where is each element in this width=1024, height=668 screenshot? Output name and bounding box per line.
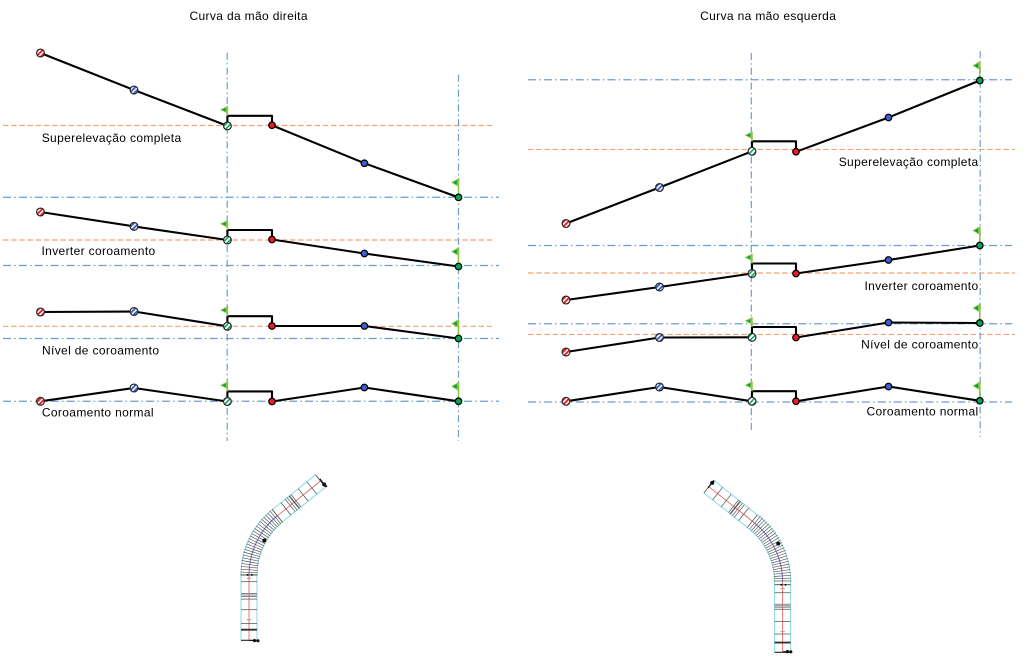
svg-text:Curva da mão direita: Curva da mão direita	[190, 9, 308, 23]
svg-text:Coroamento normal: Coroamento normal	[867, 405, 979, 419]
svg-text:Nível de coroamento: Nível de coroamento	[861, 338, 978, 352]
svg-text:Inverter coroamento: Inverter coroamento	[864, 279, 978, 293]
svg-text:Curva na mão esquerda: Curva na mão esquerda	[700, 9, 836, 23]
svg-text:Nível de coroamento: Nível de coroamento	[42, 344, 159, 358]
svg-text:Inverter coroamento: Inverter coroamento	[42, 244, 156, 258]
svg-text:Superelevação completa: Superelevação completa	[42, 131, 182, 145]
svg-text:Superelevação completa: Superelevação completa	[839, 155, 979, 169]
svg-text:Coroamento normal: Coroamento normal	[42, 406, 154, 420]
